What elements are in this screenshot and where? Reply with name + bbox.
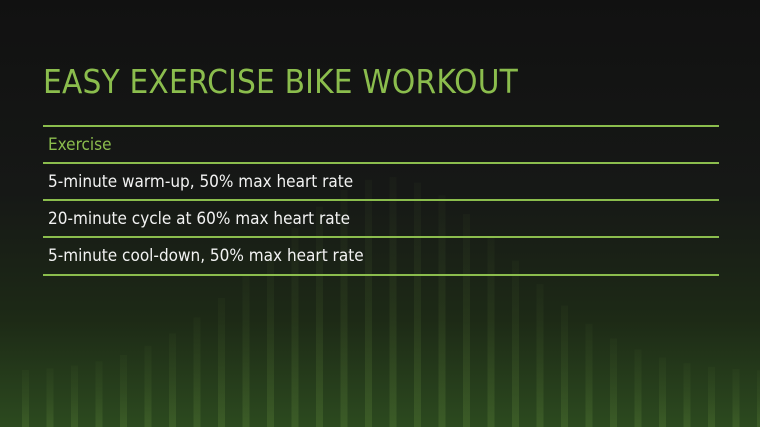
table-header-exercise: Exercise: [43, 125, 719, 162]
decorative-bar: [22, 370, 29, 427]
decorative-bar: [95, 361, 103, 427]
decorative-bar: [585, 323, 593, 427]
table-row: 5-minute cool-down, 50% max heart rate: [43, 236, 719, 276]
decorative-bar: [169, 333, 176, 427]
table-row: 5-minute warm-up, 50% max heart rate: [43, 162, 719, 199]
decorative-bar: [218, 298, 225, 427]
decorative-bar: [291, 228, 299, 427]
decorative-bar: [683, 363, 691, 427]
decorative-bar: [561, 305, 568, 427]
decorative-bar: [757, 370, 760, 427]
decorative-bar: [144, 345, 152, 427]
decorative-bar: [242, 275, 250, 427]
decorative-bar: [71, 365, 78, 427]
decorative-bar: [536, 284, 544, 427]
decorative-bar: [389, 177, 397, 427]
decorative-bar: [659, 357, 666, 427]
decorative-bar: [708, 366, 715, 427]
decorative-bar: [340, 190, 348, 427]
exercise-table: Exercise 5-minute warm-up, 50% max heart…: [43, 125, 719, 276]
decorative-bar: [438, 195, 446, 427]
decorative-bar: [267, 251, 274, 427]
decorative-bar: [634, 349, 642, 427]
decorative-bar: [732, 369, 740, 427]
page-title: EASY EXERCISE BIKE WORKOUT: [43, 62, 519, 101]
decorative-bar: [487, 236, 495, 427]
decorative-bar: [512, 260, 519, 427]
decorative-bar: [316, 206, 323, 427]
decorative-bar: [365, 179, 372, 427]
decorative-bar: [120, 355, 127, 427]
decorative-bar: [193, 317, 201, 427]
decorative-bar: [46, 368, 54, 427]
decorative-bar: [414, 182, 421, 427]
decorative-bar: [610, 338, 617, 427]
decorative-bar: [463, 214, 470, 427]
table-row: 20-minute cycle at 60% max heart rate: [43, 199, 719, 236]
